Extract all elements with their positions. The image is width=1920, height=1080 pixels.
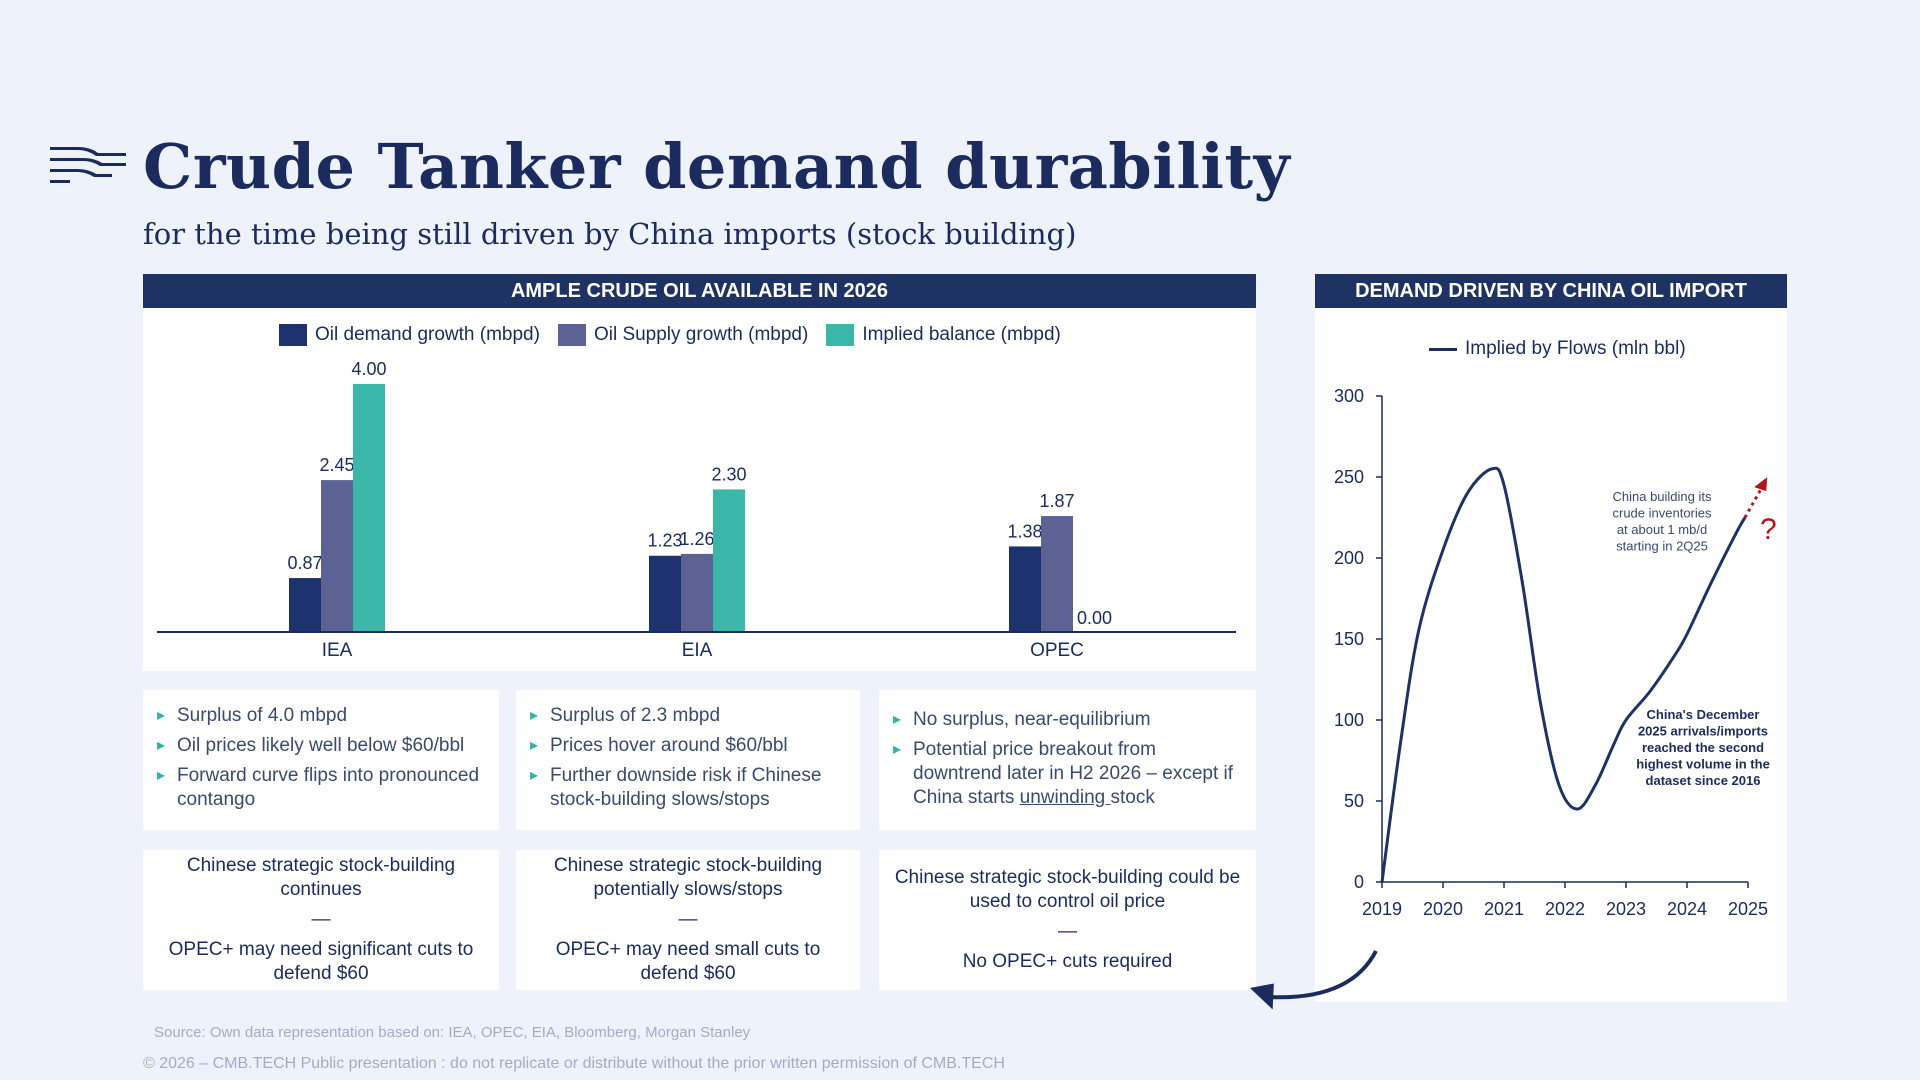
legend-label-balance: Implied balance (mbpd): [862, 324, 1061, 345]
copyright-note: © 2026 – CMB.TECH Public presentation : …: [143, 1055, 1005, 1072]
annotation-top-line: at about 1 mb/d: [1617, 522, 1707, 537]
annotation-top-line: China building its: [1612, 489, 1712, 504]
annotation-bottom-line: dataset since 2016: [1646, 773, 1761, 788]
china-import-panel: DEMAND DRIVEN BY CHINA OIL IMPORT Implie…: [1315, 274, 1787, 1002]
y-tick-label: 150: [1334, 629, 1364, 649]
y-tick-label: 200: [1334, 548, 1364, 568]
x-tick-label: 2022: [1545, 899, 1585, 919]
conclusion-divider: —: [678, 909, 698, 930]
annotation-bottom-line: 2025 arrivals/imports: [1638, 724, 1768, 739]
oil-balance-panel: AMPLE CRUDE OIL AVAILABLE IN 2026 Oil de…: [143, 274, 1256, 671]
oil-balance-panel-title: AMPLE CRUDE OIL AVAILABLE IN 2026: [143, 274, 1256, 308]
bullet-item: Further downside risk if Chinese stock-b…: [530, 764, 846, 812]
y-tick-label: 50: [1344, 791, 1364, 811]
x-tick-label: 2019: [1362, 899, 1402, 919]
conclusion-top: Chinese strategic stock-building continu…: [186, 855, 456, 900]
bullet-item: Surplus of 4.0 mbpd: [157, 704, 485, 728]
legend-label-flows: Implied by Flows (mln bbl): [1465, 338, 1686, 359]
bullet-item: Potential price breakout from downtrend …: [893, 738, 1242, 810]
x-tick-label: 2024: [1667, 899, 1707, 919]
annotation-bottom-line: reached the second: [1642, 740, 1764, 755]
china-import-panel-title: DEMAND DRIVEN BY CHINA OIL IMPORT: [1315, 274, 1787, 308]
conclusion-bottom: OPEC+ may need significant cuts to defen…: [168, 939, 474, 984]
conclusion-bottom: OPEC+ may need small cuts to defend $60: [555, 939, 821, 984]
legend-line-flows: [1429, 347, 1457, 351]
legend-swatch-demand: [279, 324, 307, 346]
bar-value-label: 2.45: [319, 455, 354, 475]
wave-stripes-logo-icon: [50, 147, 126, 183]
scenario-card-opec: No surplus, near-equilibrium Potential p…: [879, 690, 1256, 830]
bar-iea-1: [321, 480, 353, 632]
bar-value-label: 2.30: [711, 464, 746, 484]
bar-value-label: 0.00: [1077, 608, 1112, 628]
scenario-card-eia: Surplus of 2.3 mbpd Prices hover around …: [516, 690, 860, 830]
bar-value-label: 0.87: [287, 553, 322, 573]
bar-value-label: 4.00: [351, 359, 386, 379]
source-note: Source: Own data representation based on…: [154, 1024, 751, 1041]
bar-iea-2: [353, 384, 385, 632]
conclusion-card-iea: Chinese strategic stock-building continu…: [143, 850, 499, 990]
annotation-bottom-line: China's December: [1647, 707, 1760, 722]
legend-item-balance: Implied balance (mbpd): [826, 324, 1061, 346]
bullet-text: Potential price breakout from downtrend …: [913, 739, 1234, 808]
bar-eia-0: [649, 555, 681, 632]
bullet-item: No surplus, near-equilibrium: [893, 708, 1242, 732]
y-tick-label: 250: [1334, 467, 1364, 487]
legend-swatch-supply: [557, 324, 586, 346]
conclusion-top: Chinese strategic stock-building potenti…: [553, 855, 823, 900]
bullet-item: Forward curve flips into pronounced cont…: [157, 764, 485, 812]
series-line-flows: [1380, 466, 1747, 883]
legend-label-supply: Oil Supply growth (mbpd): [593, 324, 809, 345]
bullet-item: Oil prices likely well below $60/bbl: [157, 734, 485, 758]
x-tick-label: IEA: [322, 640, 353, 661]
conclusion-card-eia: Chinese strategic stock-building potenti…: [516, 850, 860, 990]
legend-swatch-balance: [826, 324, 855, 346]
bullet-underlined-text: unwinding: [1019, 787, 1111, 808]
annotation-top-line: starting in 2Q25: [1616, 539, 1708, 554]
bar-value-label: 1.23: [647, 531, 682, 551]
x-tick-label: 2020: [1423, 899, 1463, 919]
bar-value-label: 1.26: [679, 529, 714, 549]
question-mark: ?: [1760, 513, 1777, 546]
projection-arrow-head: [1754, 477, 1768, 492]
bullet-item: Surplus of 2.3 mbpd: [530, 704, 846, 728]
line-chart-legend: Implied by Flows (mln bbl): [1429, 338, 1686, 360]
line-chart: 0 50 100 150 200 250 300 2019 2020 2021 2022 2023 20…: [1334, 386, 1777, 919]
y-tick-label: 100: [1334, 710, 1364, 730]
y-tick-label: 300: [1334, 386, 1364, 406]
x-tick-label: OPEC: [1030, 640, 1084, 661]
scenario-card-iea: Surplus of 4.0 mbpd Oil prices likely we…: [143, 690, 499, 830]
x-tick-label: EIA: [682, 640, 713, 661]
y-tick-label: 0: [1354, 872, 1364, 892]
page-subtitle: for the time being still driven by China…: [143, 217, 1077, 251]
bullet-item: Prices hover around $60/bbl: [530, 734, 846, 758]
bar-eia-1: [681, 553, 713, 632]
annotation-top-line: crude inventories: [1613, 506, 1712, 521]
x-tick-label: 2023: [1606, 899, 1646, 919]
bar-chart-legend: Oil demand growth (mbpd) Oil Supply grow…: [279, 324, 1061, 346]
bar-eia-2: [713, 489, 745, 632]
conclusion-bottom: No OPEC+ cuts required: [962, 951, 1173, 972]
x-tick-label: 2021: [1484, 899, 1524, 919]
conclusion-divider: —: [311, 909, 331, 930]
curved-arrow-icon: [1249, 950, 1378, 1010]
bar-opec-1: [1041, 516, 1073, 632]
conclusion-divider: —: [1058, 921, 1077, 942]
conclusion-card-opec: Chinese strategic stock-building could b…: [879, 850, 1256, 990]
annotation-bottom-line: highest volume in the: [1636, 757, 1770, 772]
legend-item-demand: Oil demand growth (mbpd): [279, 324, 540, 346]
legend-label-demand: Oil demand growth (mbpd): [315, 324, 540, 345]
conclusion-top: Chinese strategic stock-building could b…: [894, 867, 1241, 912]
bar-value-label: 1.87: [1039, 491, 1074, 511]
bar-iea-0: [289, 578, 321, 632]
x-tick-label: 2025: [1728, 899, 1768, 919]
bar-value-label: 1.38: [1007, 521, 1042, 541]
page-title: Crude Tanker demand durability: [143, 130, 1291, 203]
bullet-text: stock: [1110, 787, 1155, 808]
legend-item-flows: Implied by Flows (mln bbl): [1429, 338, 1686, 360]
bar-opec-0: [1009, 546, 1041, 632]
bar-chart: 0.87 2.45 4.00 IEA 1.231.26 2.30 EIA 1.38 1.87 0.…: [157, 359, 1236, 661]
legend-item-supply: Oil Supply growth (mbpd): [557, 324, 809, 346]
